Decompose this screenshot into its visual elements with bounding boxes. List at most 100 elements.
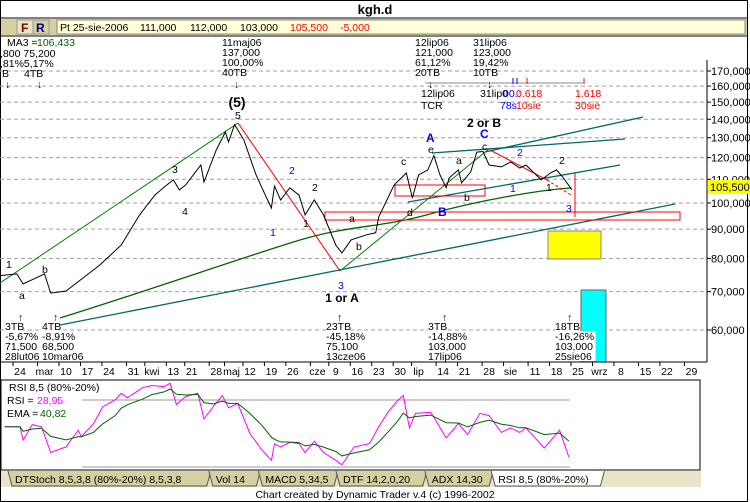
tcr-date: 12lip06 [421,88,455,100]
x-tick-label: 11 [530,366,541,378]
label-bg [555,321,579,331]
x-tick-label: kwi [144,366,159,378]
annotation-price: 68,500 [42,341,74,353]
wave-label: b [42,264,48,276]
wave-label: 5 [235,110,241,122]
annotation-pct: 61,12% [415,57,451,69]
annotation-price: 137,000 [222,47,260,59]
annotation-price: 75,100 [326,341,358,353]
rsi-value: 28,95 [37,395,63,407]
rsi-levels [82,399,570,468]
annotation-tb: 18TB [555,321,580,333]
time-date-red: 30sie [575,100,600,112]
tab-3[interactable]: DTF 14,2,0,20 [335,470,428,487]
tab-label: MACD 5,34,5 [265,474,328,486]
tab-shape[interactable] [424,470,494,487]
indicator-tb-a: B [2,68,9,80]
tab-label: ADX 14,30 [432,474,483,486]
last-price-label: 105,500 [710,182,750,194]
channel-line-1 [484,116,644,153]
r-button[interactable] [32,19,50,35]
x-tick-label: 14 [437,366,449,378]
swing-high-annotation: 11maj06 137,000 100,00% 40TB ↓ [222,37,263,91]
tab-shape[interactable] [7,470,212,487]
x-tick-label: 21 [186,366,198,378]
wave-label: a [19,290,25,302]
ma-value: 106,433 [37,37,75,49]
x-tick-label: 22 [661,366,673,378]
wave-label: (5) [228,94,245,110]
tab-shape[interactable] [490,470,605,487]
tab-5[interactable]: RSI 8,5 (80%-20%) [490,470,605,487]
annotation-date: 31lip06 [473,37,507,49]
trendline-c-decline [489,149,548,181]
swing-high-annotation: 12lip06 121,000 61,12% 20TB ↓ [415,37,453,91]
annotation-tb: 40TB [222,67,247,79]
label-bg [42,341,77,351]
rsi-line [4,382,570,466]
up-arrow-icon: ↑ [18,312,23,324]
wave-label: 2 [289,165,295,177]
indicator-tabs: DTStoch 8,5,3,8 (80%-20%) 8,5,3,8 Vol 14 M… [7,470,605,487]
wave-label: 2 [559,155,565,167]
tab-1[interactable]: Vol 14 [208,470,261,487]
x-tick-label: 29 [686,366,698,378]
x-tick-label: mar [35,366,54,378]
y-tick-label: 60,000 [711,325,745,337]
x-tick-label: 28 [483,366,495,378]
indicator-line-b: ,81%5,17% [0,58,54,70]
tab-4[interactable]: ADX 14,30 [424,470,494,487]
tab-shape[interactable] [208,470,261,487]
quote-date: Pt 25-sie-2006 [60,22,128,34]
tcr-label: TCR [421,100,443,112]
up-arrow-icon: ↑ [53,312,58,324]
label-bg [555,341,596,351]
annotation-tb: 4TB [42,321,61,333]
down-arrow-icon: ↓ [37,79,42,91]
wave-label: 3 [172,164,178,176]
swing-low-annotations: ↑3TB-5,67%71,50028lut06↑4TB-8,91%68,5001… [5,312,596,363]
wave-label: B [438,205,447,219]
x-tick-label: 8 [618,366,624,378]
annotation-pct: 19,42% [473,57,509,69]
wave-label: 1 or A [325,291,359,305]
channel-line-2 [431,138,626,154]
annotation-tb: 3TB [5,321,24,333]
ema-label: EMA = [7,408,38,420]
tab-0[interactable]: DTStoch 8,5,3,8 (80%-20%) 8,5,3,8 [7,470,212,487]
down-arrow-icon: ↓ [487,79,492,91]
up-arrow-icon: ↑ [442,312,447,324]
y-tick-label: 70,000 [711,287,745,299]
annotation-pct: -14,88% [428,331,467,343]
wave-label: 1 [6,259,12,271]
trendline-rise [339,147,491,272]
y-tick-label: 100,000 [711,198,750,210]
y-tick-label: 150,000 [711,97,750,109]
label-bg [5,351,46,361]
tab-label: Vol 14 [216,474,245,486]
y-tick-label: 120,000 [711,153,750,165]
annotation-price: 103,000 [555,341,593,353]
footer-credit: Chart created by Dynamic Trader v.4 (c) … [255,489,494,501]
label-bg [42,331,77,341]
y-tick-label: 80,000 [711,253,745,265]
time-ratio-blue: 00.: [503,88,521,100]
wave-label: b [464,192,470,204]
label-bg [428,331,469,341]
label-bg [326,351,367,361]
tab-2[interactable]: MACD 5,34,5 [257,470,339,487]
annotation-date: 28lut06 [5,351,40,363]
x-tick-label: 26 [287,366,299,378]
rsi-label: RSI = [7,395,34,407]
x-tick-label: 17 [82,366,94,378]
tab-shape[interactable] [335,470,428,487]
tab-shape[interactable] [257,470,339,487]
x-tick-label: 24 [103,366,115,378]
annotation-pct: -45,18% [326,331,365,343]
drawing-overlays [0,78,681,326]
ema-value: 40,82 [40,408,66,420]
x-tick-label: 15 [640,366,652,378]
